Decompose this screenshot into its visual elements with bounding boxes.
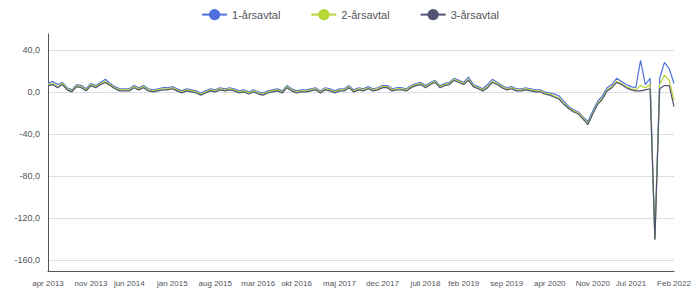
svg-text:1-årsavtal: 1-årsavtal [232, 9, 280, 21]
svg-text:maj 2017: maj 2017 [323, 279, 356, 288]
svg-text:apr 2013: apr 2013 [32, 279, 64, 288]
svg-text:aug 2015: aug 2015 [199, 279, 233, 288]
svg-text:3-årsavtal: 3-årsavtal [451, 9, 499, 21]
svg-text:mar 2016: mar 2016 [241, 279, 275, 288]
svg-text:-160,0: -160,0 [14, 255, 40, 265]
svg-text:juli 2018: juli 2018 [410, 279, 441, 288]
svg-text:jun 2014: jun 2014 [113, 279, 145, 288]
svg-text:0,0: 0,0 [27, 87, 40, 97]
svg-text:Feb 2022: Feb 2022 [657, 279, 691, 288]
svg-text:Nov 2020: Nov 2020 [576, 279, 611, 288]
svg-text:okt 2016: okt 2016 [281, 279, 312, 288]
svg-text:sep 2019: sep 2019 [490, 279, 523, 288]
svg-text:40,0: 40,0 [22, 45, 40, 55]
svg-text:-40,0: -40,0 [19, 129, 40, 139]
svg-text:Jul 2021: Jul 2021 [616, 279, 647, 288]
svg-text:2-årsavtal: 2-årsavtal [341, 9, 389, 21]
svg-text:-80,0: -80,0 [19, 171, 40, 181]
svg-text:nov 2013: nov 2013 [75, 279, 108, 288]
svg-text:dec 2017: dec 2017 [366, 279, 399, 288]
svg-text:apr 2020: apr 2020 [534, 279, 566, 288]
svg-text:jan 2015: jan 2015 [156, 279, 188, 288]
svg-text:feb 2019: feb 2019 [448, 279, 480, 288]
svg-text:-120,0: -120,0 [14, 213, 40, 223]
